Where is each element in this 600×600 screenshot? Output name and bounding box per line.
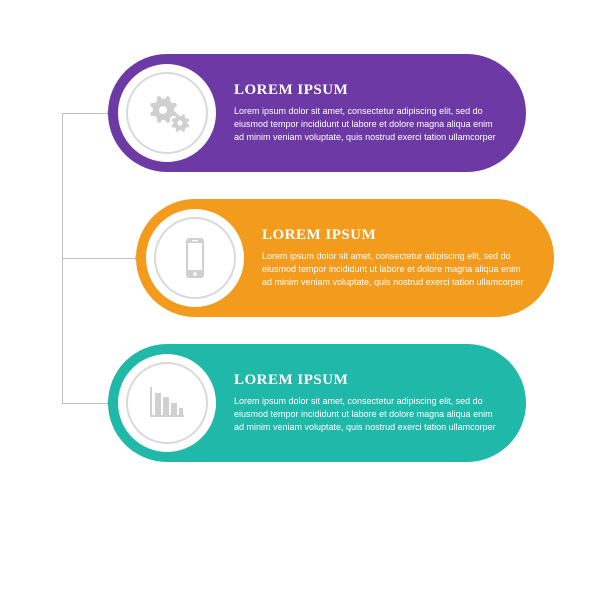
smartphone-icon	[175, 234, 215, 282]
step-text-3: LOREM IPSUM Lorem ipsum dolor sit amet, …	[226, 372, 500, 434]
step-body-1: Lorem ipsum dolor sit amet, consectetur …	[234, 105, 500, 144]
step-pill-1: LOREM IPSUM Lorem ipsum dolor sit amet, …	[108, 54, 526, 172]
bar-chart-icon	[142, 381, 192, 425]
step-text-1: LOREM IPSUM Lorem ipsum dolor sit amet, …	[226, 82, 500, 144]
step-icon-circle-2	[146, 209, 244, 307]
step-body-2: Lorem ipsum dolor sit amet, consectetur …	[262, 250, 528, 289]
step-text-2: LOREM IPSUM Lorem ipsum dolor sit amet, …	[254, 227, 528, 289]
step-title-1: LOREM IPSUM	[234, 82, 500, 99]
step-title-2: LOREM IPSUM	[262, 227, 528, 244]
step-icon-circle-3	[118, 354, 216, 452]
gears-icon	[142, 88, 192, 138]
infographic-root: LOREM IPSUM Lorem ipsum dolor sit amet, …	[0, 0, 600, 600]
step-pill-2: LOREM IPSUM Lorem ipsum dolor sit amet, …	[136, 199, 554, 317]
connector-horizontal-1	[62, 113, 112, 114]
connector-horizontal-3	[62, 403, 112, 404]
step-body-3: Lorem ipsum dolor sit amet, consectetur …	[234, 395, 500, 434]
step-icon-circle-1	[118, 64, 216, 162]
step-pill-3: LOREM IPSUM Lorem ipsum dolor sit amet, …	[108, 344, 526, 462]
step-title-3: LOREM IPSUM	[234, 372, 500, 389]
connector-horizontal-2	[62, 258, 140, 259]
